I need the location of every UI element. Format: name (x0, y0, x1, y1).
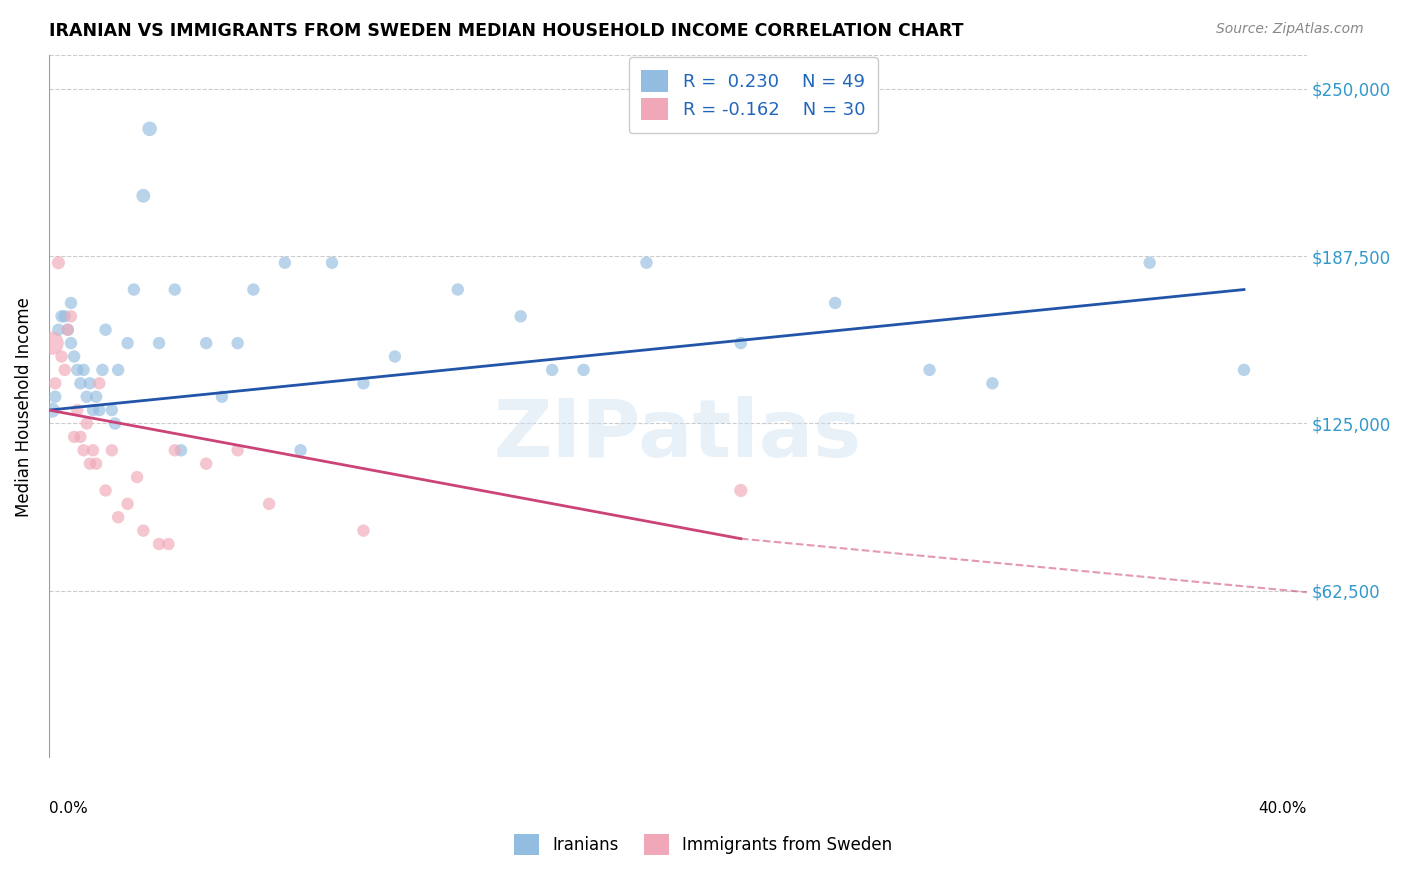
Point (91, 363, 114, 377)
Point (541, 363, 564, 377)
Point (84, 390, 107, 404)
Point (79, 376, 101, 391)
Point (104, 417, 127, 431)
Point (63, 350, 86, 364)
Point (41, 336, 63, 351)
Point (353, 376, 375, 391)
Point (195, 457, 218, 471)
Point (125, 470, 148, 484)
Point (117, 497, 139, 511)
Point (41, 403, 63, 417)
Point (84, 457, 107, 471)
Point (59, 296, 82, 310)
Point (211, 390, 233, 404)
Point (82, 443, 104, 458)
Point (82, 403, 104, 417)
Point (195, 336, 218, 351)
Point (76, 390, 98, 404)
Point (242, 283, 264, 297)
Point (48, 256, 70, 270)
Point (59, 336, 82, 351)
Point (170, 443, 193, 458)
Point (107, 363, 129, 377)
Text: 0.0%: 0.0% (49, 800, 87, 815)
Legend: Iranians, Immigrants from Sweden: Iranians, Immigrants from Sweden (508, 828, 898, 862)
Point (384, 350, 406, 364)
Point (44, 376, 66, 391)
Point (981, 376, 1004, 391)
Point (257, 497, 280, 511)
Point (72, 443, 94, 458)
Point (79, 457, 101, 471)
Point (117, 336, 139, 351)
Point (56, 323, 79, 337)
Text: 40.0%: 40.0% (1258, 800, 1308, 815)
Point (94, 323, 117, 337)
Text: IRANIAN VS IMMIGRANTS FROM SWEDEN MEDIAN HOUSEHOLD INCOME CORRELATION CHART: IRANIAN VS IMMIGRANTS FROM SWEDEN MEDIAN… (49, 22, 963, 40)
Point (69, 430, 91, 444)
Point (48, 323, 70, 337)
Point (66, 363, 89, 377)
Point (918, 363, 941, 377)
Point (636, 256, 658, 270)
Point (56, 323, 79, 337)
Point (94, 483, 117, 498)
Point (1233, 363, 1256, 377)
Point (1139, 256, 1161, 270)
Point (572, 363, 595, 377)
Point (824, 296, 846, 310)
Point (157, 537, 180, 551)
Point (226, 443, 249, 458)
Legend: R =  0.230    N = 49, R = -0.162    N = 30: R = 0.230 N = 49, R = -0.162 N = 30 (628, 57, 879, 133)
Point (51, 350, 73, 364)
Point (730, 336, 752, 351)
Point (59, 310, 82, 324)
Point (321, 256, 343, 270)
Point (138, 121, 160, 136)
Point (76, 417, 98, 431)
Point (290, 443, 312, 458)
Point (63, 430, 86, 444)
Point (69, 376, 91, 391)
Y-axis label: Median Household Income: Median Household Income (15, 297, 32, 516)
Point (226, 336, 249, 351)
Point (163, 283, 186, 297)
Point (122, 283, 145, 297)
Point (148, 537, 170, 551)
Point (72, 363, 94, 377)
Point (447, 283, 470, 297)
Point (53, 363, 76, 377)
Point (53, 310, 76, 324)
Point (163, 443, 186, 458)
Text: ZIPatlas: ZIPatlas (494, 396, 862, 474)
Point (101, 403, 124, 417)
Point (148, 336, 170, 351)
Point (89, 376, 111, 391)
Point (101, 443, 124, 458)
Point (509, 310, 531, 324)
Point (44, 390, 66, 404)
Point (51, 310, 73, 324)
Point (274, 256, 297, 270)
Point (107, 510, 129, 524)
Point (89, 403, 111, 417)
Point (132, 524, 155, 538)
Point (730, 483, 752, 498)
Point (353, 524, 375, 538)
Point (66, 403, 89, 417)
Point (132, 188, 155, 202)
Text: Source: ZipAtlas.com: Source: ZipAtlas.com (1216, 22, 1364, 37)
